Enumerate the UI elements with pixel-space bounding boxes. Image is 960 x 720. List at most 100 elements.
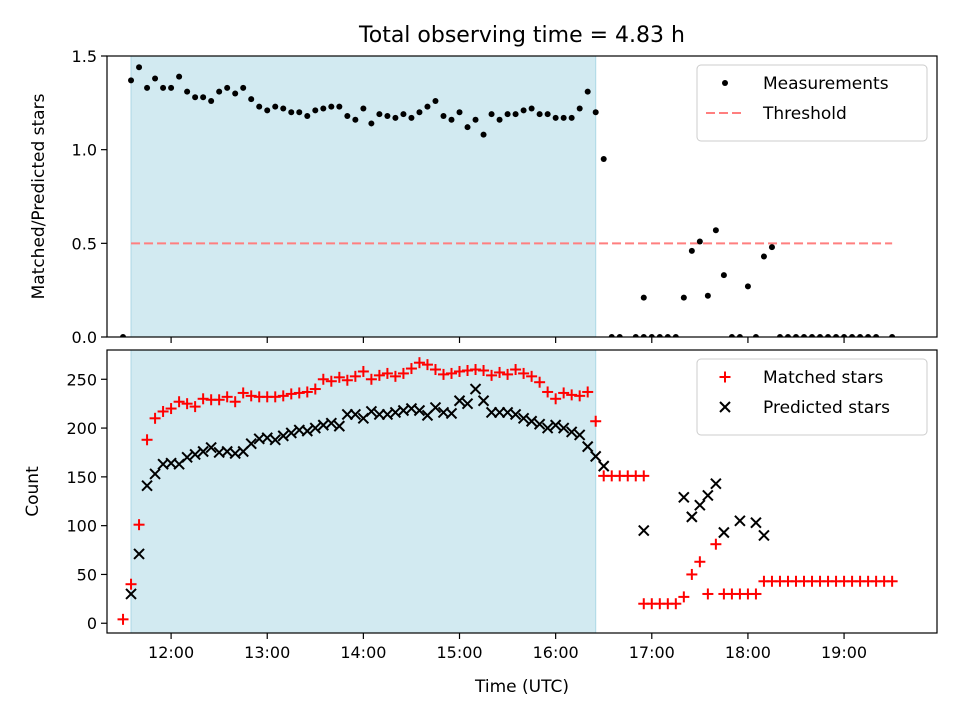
measurement-point — [688, 247, 695, 254]
measurement-point — [152, 75, 159, 82]
matched-star-point — [317, 373, 329, 385]
measurement-point — [432, 97, 439, 104]
y-tick-label: 1.5 — [72, 47, 97, 66]
ratio-data — [120, 64, 896, 337]
y-axis-label: Matched/Predicted stars — [29, 93, 49, 299]
matched-star-point — [117, 613, 129, 625]
predicted-star-point — [277, 430, 289, 442]
measurement-point — [760, 253, 767, 260]
matched-star-point — [381, 367, 393, 379]
predicted-star-point — [245, 437, 257, 450]
predicted-star-point — [141, 479, 153, 492]
matched-star-point — [886, 575, 898, 587]
measurement-point — [200, 94, 207, 101]
matched-star-point — [341, 374, 353, 386]
matched-star-point — [574, 390, 586, 402]
measurement-point — [656, 334, 663, 337]
matched-star-point — [125, 578, 137, 590]
x-tick-label: 13:00 — [244, 643, 290, 662]
measurement-point — [744, 283, 751, 290]
measurement-point — [768, 244, 775, 251]
measurement-point — [560, 114, 567, 121]
measurement-point — [304, 112, 311, 119]
measurement-point — [456, 109, 463, 116]
matched-star-point — [141, 434, 153, 446]
matched-star-point — [638, 470, 650, 482]
legend-entry: Measurements — [722, 74, 889, 94]
predicted-star-point — [598, 460, 610, 472]
measurement-point — [448, 116, 455, 123]
measurement-point — [472, 116, 479, 123]
measurement-point — [232, 90, 239, 97]
measurement-point — [616, 334, 623, 337]
measurement-point — [752, 334, 759, 337]
measurement-point — [536, 111, 543, 118]
measurement-point — [817, 334, 824, 337]
predicted-star-point — [269, 434, 281, 446]
measurement-point — [488, 111, 495, 118]
legend-label: Threshold — [762, 104, 847, 124]
legend-label: Measurements — [763, 74, 889, 94]
count-axes-frame — [106, 349, 938, 634]
x-tick-label: 14:00 — [340, 643, 386, 662]
matched-star-point — [181, 398, 193, 410]
y-tick-label: 50 — [77, 565, 97, 584]
matched-star-point — [405, 363, 417, 375]
measurement-point — [280, 105, 287, 112]
matched-star-point — [173, 396, 185, 408]
matched-star-point — [365, 373, 377, 385]
measurement-point — [224, 84, 231, 91]
matched-star-point — [421, 359, 433, 371]
measurement-point — [176, 73, 183, 80]
measurement-point — [873, 334, 880, 337]
observing-span — [130, 55, 597, 338]
predicted-star-point — [197, 445, 209, 458]
measurement-point — [672, 334, 679, 337]
predicted-star-point — [205, 441, 217, 454]
measurement-point — [480, 131, 487, 138]
y-tick-label: 0.0 — [72, 328, 97, 347]
matched-star-point — [486, 369, 498, 381]
matched-star-point — [502, 368, 514, 380]
matched-star-point — [413, 357, 425, 369]
matched-star-point — [221, 391, 233, 403]
measurement-point — [120, 334, 127, 337]
matched-star-point — [149, 412, 161, 424]
measurement-point — [496, 116, 503, 123]
matched-star-point — [542, 386, 554, 398]
measurement-point — [248, 96, 255, 103]
x-tick-label: 16:00 — [533, 643, 579, 662]
predicted-star-point — [453, 395, 466, 407]
measurement-point — [312, 107, 319, 114]
predicted-star-point — [694, 499, 706, 511]
x-tick-label: 15:00 — [436, 643, 482, 662]
predicted-star-point — [533, 418, 546, 430]
measurement-point — [833, 334, 840, 337]
measurement-point — [216, 88, 223, 95]
predicted-star-point — [509, 408, 522, 421]
measurement-point — [640, 294, 647, 301]
measurement-point — [376, 111, 383, 118]
matched-star-point — [750, 588, 762, 600]
measurement-point — [352, 116, 359, 123]
predicted-star-point — [541, 422, 554, 434]
measurement-point — [296, 109, 303, 116]
predicted-star-point — [589, 450, 602, 463]
matched-star-point — [397, 367, 409, 379]
matched-star-point — [301, 386, 313, 398]
legend-label: Predicted stars — [763, 398, 890, 418]
measurement-point — [144, 84, 151, 91]
predicted-star-point — [573, 429, 586, 441]
predicted-star-point — [149, 468, 161, 480]
matched-star-point — [325, 375, 337, 387]
predicted-star-point — [734, 515, 746, 527]
y-tick-label: 250 — [66, 370, 97, 389]
measurement-point — [184, 88, 191, 95]
predicted-star-point — [702, 489, 714, 502]
measurement-point — [776, 334, 783, 337]
predicted-star-point — [581, 440, 594, 453]
predicted-star-point — [477, 395, 490, 407]
x-tick-label: 19:00 — [821, 643, 867, 662]
matched-star-point — [518, 367, 530, 379]
